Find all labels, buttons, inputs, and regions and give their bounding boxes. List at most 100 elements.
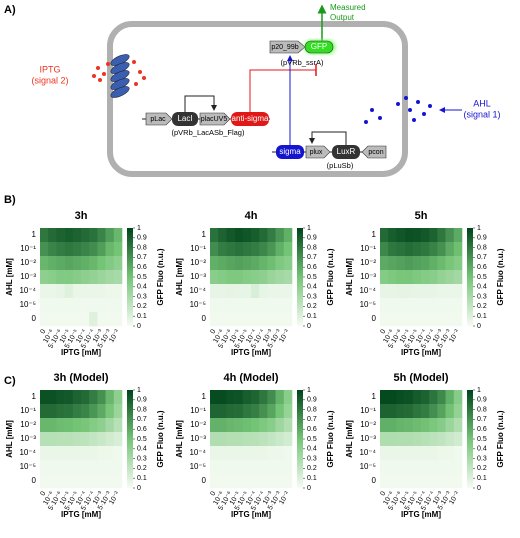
heatmap-cell	[412, 312, 422, 327]
colorbar-tick-label: 0.3	[137, 455, 147, 462]
heatmap-cell	[404, 228, 414, 243]
heatmap-cell	[251, 404, 260, 419]
heatmap-cell	[259, 418, 268, 433]
heatmap-cell	[396, 298, 405, 313]
heatmap-cell	[81, 284, 90, 299]
heatmap-cell	[453, 418, 463, 433]
heatmap-cell	[388, 270, 397, 285]
heatmap-cell	[396, 284, 405, 299]
heatmap-cell	[40, 404, 49, 419]
heatmap-cell	[105, 418, 115, 433]
heatmap-cell	[453, 270, 463, 285]
heatmap-cell	[453, 256, 463, 271]
x-tick-label: 10⁻²	[448, 328, 461, 344]
heatmap-cell	[56, 432, 65, 447]
heatmap-cell	[445, 284, 455, 299]
heatmap-cell	[105, 474, 115, 489]
heatmap-cell	[445, 312, 455, 327]
heatmap-cell	[251, 446, 260, 461]
heatmap-cell	[421, 312, 430, 327]
x-tick-label: 0	[209, 328, 217, 335]
heatmap-cell	[412, 284, 422, 299]
heatmap-cell	[275, 312, 285, 327]
heatmap-cell	[429, 404, 438, 419]
y-tick-label: 10⁻¹	[20, 244, 36, 253]
chart-title: 5h	[415, 210, 428, 222]
heatmap-cell	[421, 284, 430, 299]
heatmap-cell	[445, 446, 455, 461]
heatmap-cell	[218, 432, 227, 447]
y-tick-label: 10⁻³	[20, 272, 36, 281]
heatmap-cell	[210, 418, 219, 433]
heatmap-cell	[445, 418, 455, 433]
heatmap-cell	[56, 284, 65, 299]
chart-title: 4h (Model)	[224, 372, 279, 384]
heatmap-cell	[226, 242, 235, 257]
heatmap-cell	[429, 242, 438, 257]
heatmap-cell	[251, 460, 260, 475]
heatmap-cell	[283, 298, 293, 313]
heatmap-cell	[421, 418, 430, 433]
heatmap-cell	[404, 312, 414, 327]
heatmap-cell	[48, 460, 57, 475]
colorbar-tick-label: 0.2	[307, 465, 317, 472]
heatmap-cell	[259, 270, 268, 285]
colorbar-label: GFP Fluo (n.u.)	[496, 410, 505, 468]
heatmap-cell	[267, 284, 276, 299]
heatmap-cell	[210, 460, 219, 475]
heatmap-cell	[89, 312, 98, 327]
heatmap-cell	[267, 270, 276, 285]
heatmap-cell	[412, 418, 422, 433]
heatmap-cell	[218, 228, 227, 243]
heatmap-cell	[89, 474, 98, 489]
heatmap-cell	[429, 284, 438, 299]
y-tick-label: 10⁻⁴	[359, 286, 376, 295]
y-tick-label: 0	[372, 476, 377, 485]
colorbar-tick-label: 0.1	[307, 313, 317, 320]
heatmap-cell	[388, 298, 397, 313]
heatmap-cell	[396, 270, 405, 285]
heatmap-cell	[404, 474, 414, 489]
heatmap-cell	[242, 446, 252, 461]
heatmap-cell	[404, 390, 414, 405]
heatmap-cell	[105, 228, 115, 243]
heatmap-cell	[226, 446, 235, 461]
heatmap-cell	[380, 284, 389, 299]
heatmap-cell	[210, 404, 219, 419]
heatmap-cell	[421, 270, 430, 285]
signal-label: (signal 2)	[31, 75, 68, 85]
plasmid-label: (pVRb_LacASb_Flag)	[172, 128, 245, 137]
heatmap-cell	[210, 312, 219, 327]
heatmap-cell	[226, 390, 235, 405]
y-tick-label: 10⁻³	[190, 272, 206, 281]
colorbar-tick-label: 0.1	[307, 475, 317, 482]
y-tick-label: 10⁻²	[360, 420, 376, 429]
heatmap-cell	[48, 242, 57, 257]
colorbar-tick-label: 0	[307, 323, 311, 330]
heatmap-cell	[396, 474, 405, 489]
heatmap-cell	[234, 432, 244, 447]
heatmap-cell	[64, 298, 74, 313]
heatmap-cell	[89, 446, 98, 461]
chart-title: 5h (Model)	[394, 372, 449, 384]
heatmap-cell	[81, 256, 90, 271]
heatmap-cell	[404, 460, 414, 475]
heatmap-cell	[275, 228, 285, 243]
gene	[276, 145, 304, 159]
colorbar-tick-label: 0	[307, 485, 311, 492]
heatmap-cell	[259, 228, 268, 243]
x-axis-label: IPTG [mM]	[61, 348, 101, 357]
colorbar-tick-label: 0.9	[137, 235, 147, 242]
heatmap-cell	[218, 390, 227, 405]
heatmap-cell	[218, 284, 227, 299]
heatmap-cell	[429, 298, 438, 313]
heatmap-cell	[283, 312, 293, 327]
heatmap-cell	[72, 418, 82, 433]
heatmap-cell	[283, 284, 293, 299]
colorbar-tick-label: 0.5	[137, 436, 147, 443]
heatmap-cell	[388, 474, 397, 489]
heatmap-cell	[218, 256, 227, 271]
heatmap-cell	[48, 390, 57, 405]
y-axis-label: AHL [mM]	[175, 258, 184, 296]
heatmap-cell	[421, 404, 430, 419]
